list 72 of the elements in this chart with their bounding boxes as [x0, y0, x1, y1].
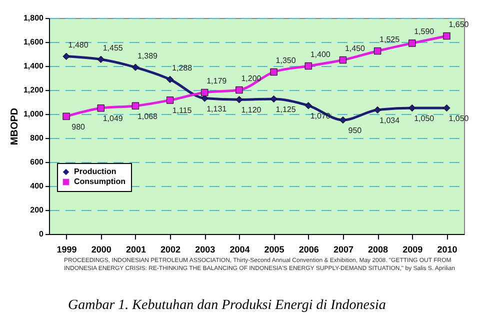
- data-label: 1,050: [448, 114, 470, 123]
- point: [304, 102, 312, 110]
- data-label: 1,049: [102, 114, 124, 124]
- point: [270, 68, 278, 76]
- y-tick-label: 1,000: [23, 110, 44, 118]
- point: [270, 95, 278, 103]
- point: [201, 94, 208, 102]
- x-tick-label: 2009: [402, 244, 423, 254]
- data-label: 950: [348, 126, 362, 135]
- data-label: 1,450: [344, 44, 366, 53]
- text: Gambar 1. Kebutuhan dan Produksi Energi di Indonesia: [68, 298, 387, 314]
- legend-label: Consumption: [74, 177, 126, 186]
- data-label: 1,525: [380, 35, 400, 44]
- data-label: 1,120: [241, 106, 262, 115]
- point: [408, 104, 416, 112]
- point: [339, 56, 347, 64]
- point: [97, 104, 104, 112]
- y-tick-label: 1,400: [23, 62, 44, 70]
- data-label: 1,200: [241, 74, 262, 83]
- x-tick-label: 1999: [56, 244, 77, 254]
- x-tick-label: 2007: [333, 244, 354, 254]
- y-tick-label: 0: [39, 230, 44, 238]
- point: [62, 52, 70, 60]
- x-tick-label: 2003: [195, 244, 216, 254]
- point: [443, 32, 450, 40]
- data-label: 1,455: [102, 43, 124, 52]
- data-label: 1,650: [448, 20, 470, 29]
- y-tick-label: 200: [30, 206, 44, 214]
- point: [97, 56, 104, 64]
- y-tick-label: 1,600: [23, 38, 44, 46]
- data-label: 1,034: [380, 116, 400, 125]
- point: [374, 47, 382, 55]
- data-label: 1,115: [172, 106, 192, 116]
- point: [166, 76, 174, 84]
- x-tick-label: 2000: [91, 244, 112, 254]
- point: [62, 112, 70, 120]
- data-label: 1,389: [137, 51, 158, 60]
- y-tick-label: 400: [30, 182, 44, 190]
- data-label: 1,179: [206, 76, 228, 86]
- data-label: 1,050: [414, 114, 435, 123]
- data-label: 1,131: [206, 104, 228, 114]
- x-tick-label: 2006: [298, 244, 319, 254]
- point: [201, 88, 208, 96]
- x-tick-label: 2002: [160, 244, 181, 254]
- data-label: 1,125: [276, 105, 296, 114]
- point: [132, 102, 140, 110]
- x-tick-label: 2005: [264, 244, 284, 254]
- data-label: 1,590: [414, 27, 435, 36]
- legend-label: Production: [74, 167, 116, 176]
- y-tick-label: 1,200: [23, 86, 44, 94]
- y-axis-title: MBOPD: [9, 108, 20, 146]
- point: [339, 116, 347, 124]
- x-tick-label: 2004: [230, 244, 250, 254]
- point: [236, 96, 243, 104]
- point: [408, 40, 416, 47]
- x-tick-label: 2001: [126, 244, 146, 254]
- x-tick-label: 2010: [437, 244, 458, 254]
- y-tick-label: 800: [30, 134, 44, 142]
- data-label: 1,288: [172, 63, 193, 72]
- point: [374, 106, 382, 114]
- data-label: 980: [72, 122, 86, 132]
- point: [236, 86, 243, 94]
- point: [304, 62, 312, 70]
- data-label: 1,480: [68, 40, 89, 50]
- point: [132, 64, 140, 71]
- x-tick-label: 2008: [368, 244, 388, 254]
- point: [166, 96, 174, 104]
- point: [443, 104, 450, 112]
- y-tick-label: 600: [30, 158, 44, 166]
- data-label: 1,350: [276, 56, 296, 65]
- data-label: 1,400: [310, 50, 331, 59]
- y-tick-label: 1,800: [23, 14, 44, 22]
